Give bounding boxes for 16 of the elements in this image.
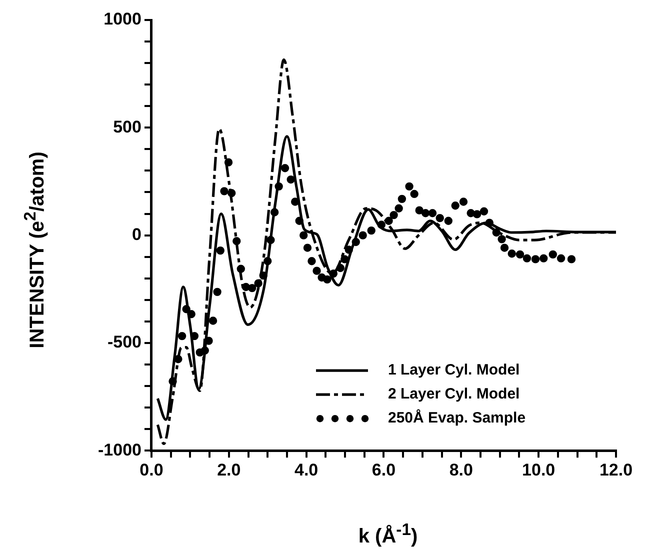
y-tick-label: 0: [132, 224, 142, 244]
x-tick-label: 0.0: [140, 460, 164, 480]
x-tick-label: 8.0: [449, 460, 473, 480]
y-tick-label: 1000: [104, 10, 142, 29]
x-tick-label: 4.0: [294, 460, 318, 480]
y-tick-label: -1000: [98, 440, 142, 460]
legend-label: 2 Layer Cyl. Model: [388, 386, 520, 403]
y-tick-label: -500: [107, 332, 142, 352]
x-tick-label: 10.0: [522, 460, 556, 480]
x-axis-title: k (Å$^{-1}$): [358, 520, 418, 549]
x-tick-label: 2.0: [217, 460, 241, 480]
x-tick-label: 6.0: [372, 460, 396, 480]
x-tick-label: 12.0: [599, 460, 633, 480]
legend-label: 1 Layer Cyl. Model: [388, 362, 520, 379]
y-tick-label: 500: [113, 117, 142, 136]
legend-label: 250Å Evap. Sample: [388, 408, 526, 427]
